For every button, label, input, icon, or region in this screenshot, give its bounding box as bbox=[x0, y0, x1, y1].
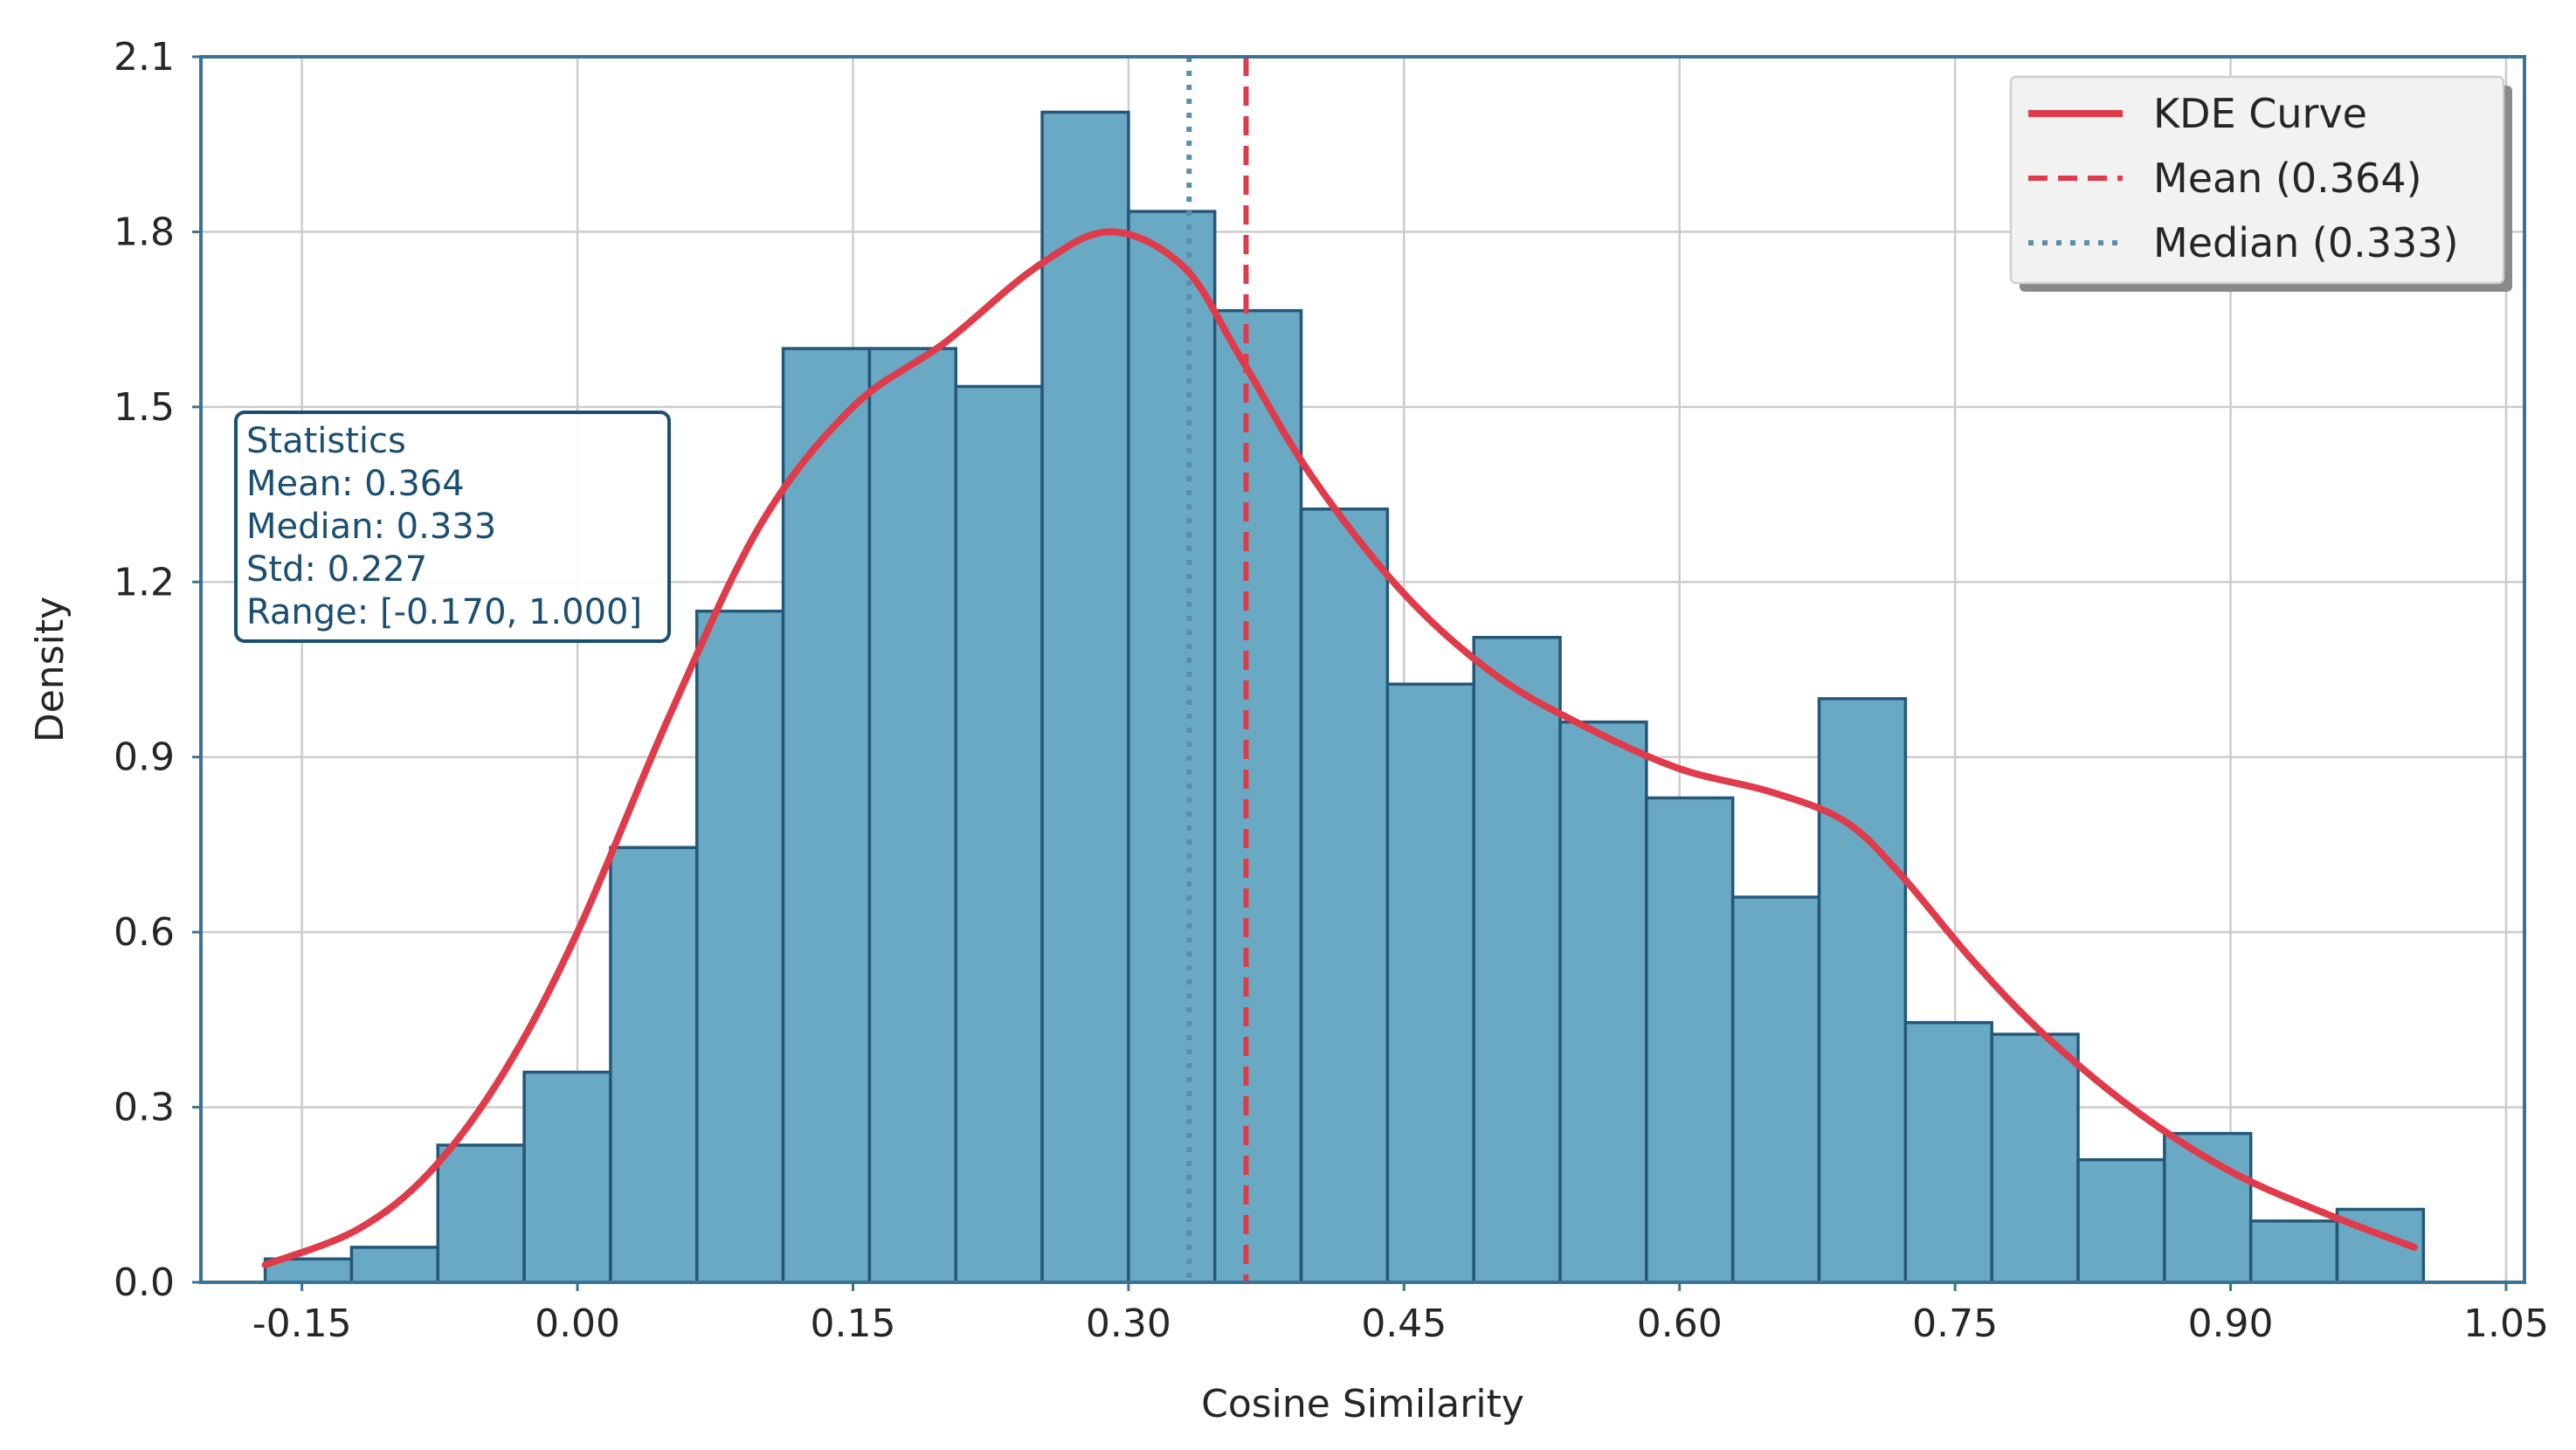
histogram-bar bbox=[2248, 1219, 2339, 1284]
plot-frame bbox=[199, 55, 2526, 1284]
y-tick-label: 0.6 bbox=[114, 910, 175, 955]
x-tick-label: 0.45 bbox=[1361, 1302, 1447, 1346]
statistics-mean: Mean: 0.364 bbox=[246, 464, 465, 504]
x-axis-ticks: -0.15 0.00 0.15 0.30 0.45 0.60 0.75 0.90 1.05 bbox=[252, 1282, 2549, 1346]
histogram-bar bbox=[2076, 1157, 2166, 1284]
legend-kde-label: KDE Curve bbox=[2153, 90, 2367, 137]
y-tick-label: 2.1 bbox=[114, 35, 175, 79]
statistics-title: Statistics bbox=[246, 421, 406, 461]
histogram-bar bbox=[1040, 110, 1130, 1284]
y-tick-label: 0.9 bbox=[114, 735, 175, 780]
histogram-bar bbox=[1385, 682, 1475, 1284]
y-axis-label: Density bbox=[28, 597, 73, 742]
histogram-bar bbox=[522, 1070, 612, 1284]
statistics-range: Range: [-0.170, 1.000] bbox=[246, 592, 642, 632]
overlay-lines bbox=[261, 57, 2418, 1282]
statistics-median: Median: 0.333 bbox=[246, 507, 496, 547]
statistics-std: Std: 0.227 bbox=[246, 549, 427, 590]
histogram-bar bbox=[1299, 508, 1390, 1284]
y-tick-label: 1.5 bbox=[114, 385, 175, 430]
histogram-bars bbox=[263, 110, 2426, 1284]
statistics-box: Statistics Mean: 0.364 Median: 0.333 Std… bbox=[234, 411, 671, 643]
legend-box bbox=[2009, 75, 2505, 285]
x-tick-label: 0.60 bbox=[1637, 1302, 1723, 1346]
histogram-bar bbox=[349, 1246, 440, 1284]
statistics-box-frame bbox=[234, 411, 671, 643]
y-tick-label: 0.3 bbox=[114, 1086, 175, 1130]
legend-median-label: Median (0.333) bbox=[2153, 219, 2459, 266]
x-tick-label: 0.00 bbox=[535, 1302, 620, 1346]
histogram-bar bbox=[1730, 895, 1821, 1284]
x-axis-label: Cosine Similarity bbox=[1201, 1382, 1524, 1426]
x-tick-label: 1.05 bbox=[2463, 1302, 2549, 1346]
histogram-bar bbox=[694, 609, 785, 1284]
histogram-bar bbox=[781, 347, 872, 1284]
histogram-bar bbox=[1127, 210, 1217, 1284]
x-tick-label: -0.15 bbox=[252, 1302, 352, 1346]
histogram-bar bbox=[1990, 1032, 2080, 1284]
kde-curve bbox=[261, 228, 2418, 1268]
histogram-bar bbox=[1903, 1020, 1993, 1284]
histogram-bar bbox=[609, 846, 699, 1284]
y-axis-ticks: 0.0 0.3 0.6 0.9 1.2 1.5 1.8 2.1 bbox=[114, 35, 201, 1305]
y-tick-label: 1.2 bbox=[114, 560, 175, 604]
histogram-bar bbox=[1645, 796, 1735, 1284]
x-tick-label: 0.30 bbox=[1086, 1302, 1171, 1346]
histogram-bar bbox=[1472, 636, 1562, 1284]
histogram-bar bbox=[954, 384, 1044, 1284]
legend-mean-label: Mean (0.364) bbox=[2153, 155, 2422, 202]
histogram-bar bbox=[1558, 720, 1648, 1284]
histogram-bar bbox=[436, 1143, 526, 1284]
histogram-bar bbox=[1212, 308, 1303, 1284]
x-tick-label: 0.15 bbox=[810, 1302, 895, 1346]
y-tick-label: 0.0 bbox=[114, 1260, 175, 1305]
y-tick-label: 1.8 bbox=[114, 210, 175, 254]
histogram-bar bbox=[1817, 697, 1908, 1284]
x-tick-label: 0.90 bbox=[2188, 1302, 2274, 1346]
histogram-bar bbox=[867, 347, 957, 1284]
legend: KDE Curve Mean (0.364) Median (0.333) bbox=[2009, 75, 2512, 292]
x-tick-label: 0.75 bbox=[1912, 1302, 1998, 1346]
